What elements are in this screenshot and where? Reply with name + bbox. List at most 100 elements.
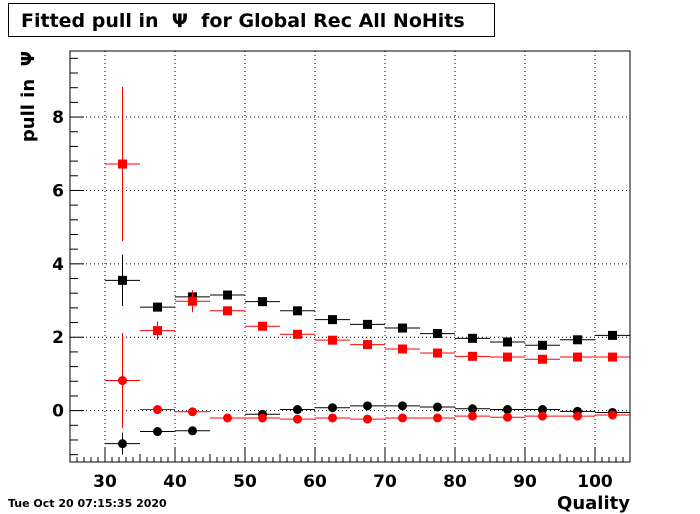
square-marker — [608, 330, 617, 340]
data-point — [140, 405, 175, 415]
data-point — [560, 335, 595, 345]
data-point — [175, 290, 210, 313]
data-point — [350, 319, 385, 329]
data-point — [140, 427, 175, 437]
x-tick-label: 80 — [443, 472, 467, 492]
square-marker — [223, 306, 232, 316]
circle-marker — [223, 413, 232, 423]
data-point — [315, 335, 350, 345]
data-point — [420, 402, 455, 412]
square-marker — [468, 333, 477, 343]
x-tick-label: 40 — [163, 472, 187, 492]
data-point — [525, 411, 560, 421]
data-point — [490, 405, 525, 415]
data-point — [315, 413, 350, 423]
x-tick-label: 90 — [513, 472, 537, 492]
data-point — [105, 254, 140, 307]
square-marker — [503, 352, 512, 362]
data-point — [455, 404, 490, 414]
title-box: Fitted pull in Ψ for Global Rec All NoHi… — [8, 3, 495, 37]
data-point — [455, 351, 490, 361]
data-point — [315, 403, 350, 413]
data-point — [525, 354, 560, 364]
axis-ticks: 30 40 50 60 70 80 90 100 0 2 4 6 8 — [52, 57, 631, 492]
square-marker — [293, 329, 302, 339]
data-point — [350, 414, 385, 424]
data-point — [280, 405, 315, 415]
data-point — [210, 290, 245, 300]
data-point — [385, 344, 420, 354]
circle-marker — [153, 405, 162, 415]
square-marker — [608, 352, 617, 362]
series-1 — [105, 254, 630, 350]
data-point — [280, 414, 315, 424]
data-point — [455, 333, 490, 343]
circle-marker — [468, 411, 477, 421]
data-point — [140, 321, 175, 340]
data-point — [595, 352, 630, 362]
square-marker — [573, 335, 582, 345]
square-marker — [398, 323, 407, 333]
data-point — [385, 401, 420, 411]
square-marker — [118, 159, 127, 169]
data-point — [280, 306, 315, 316]
grid — [70, 51, 630, 462]
plot-frame — [69, 50, 631, 463]
data-point — [140, 302, 175, 312]
circle-marker — [188, 407, 197, 417]
data-point — [420, 413, 455, 423]
circle-marker — [293, 414, 302, 424]
square-marker — [223, 290, 232, 300]
data-point — [455, 411, 490, 421]
circle-marker — [573, 411, 582, 421]
square-marker — [258, 321, 267, 331]
x-tick-label: 60 — [303, 472, 327, 492]
series-3 — [105, 401, 630, 455]
circle-marker — [398, 401, 407, 411]
data-point — [175, 426, 210, 436]
data-point — [350, 401, 385, 411]
data-points — [105, 86, 630, 455]
square-marker — [188, 296, 197, 306]
square-marker — [468, 351, 477, 361]
square-marker — [433, 329, 442, 339]
square-marker — [293, 306, 302, 316]
data-point — [420, 329, 455, 339]
circle-marker — [398, 413, 407, 423]
x-tick-label: 50 — [233, 472, 257, 492]
y-tick-label: 4 — [52, 255, 64, 275]
square-marker — [328, 335, 337, 345]
data-point — [245, 297, 280, 307]
data-point — [560, 352, 595, 362]
chart-title: Fitted pull in Ψ for Global Rec All NoHi… — [21, 10, 465, 32]
data-point — [490, 412, 525, 422]
y-tick-label: 2 — [52, 328, 64, 348]
circle-marker — [503, 412, 512, 422]
circle-marker — [433, 402, 442, 412]
data-point — [385, 413, 420, 423]
data-point — [245, 413, 280, 423]
data-point — [350, 340, 385, 350]
data-point — [315, 315, 350, 325]
circle-marker — [328, 413, 337, 423]
x-tick-label: 70 — [373, 472, 397, 492]
timestamp: Tue Oct 20 07:15:35 2020 — [8, 497, 167, 510]
data-point — [175, 407, 210, 417]
square-marker — [503, 337, 512, 347]
square-marker — [363, 340, 372, 350]
square-marker — [363, 319, 372, 329]
y-tick-label: 0 — [52, 402, 64, 422]
x-tick-label: 100 — [577, 472, 613, 492]
circle-marker — [538, 405, 547, 415]
x-tick-label: 30 — [93, 472, 117, 492]
square-marker — [118, 275, 127, 285]
data-point — [105, 86, 140, 242]
square-marker — [153, 326, 162, 336]
data-point — [280, 329, 315, 339]
data-point — [210, 413, 245, 423]
x-axis-title: Quality — [557, 493, 630, 514]
series-4 — [105, 332, 630, 429]
data-point — [490, 337, 525, 347]
data-point — [210, 306, 245, 316]
